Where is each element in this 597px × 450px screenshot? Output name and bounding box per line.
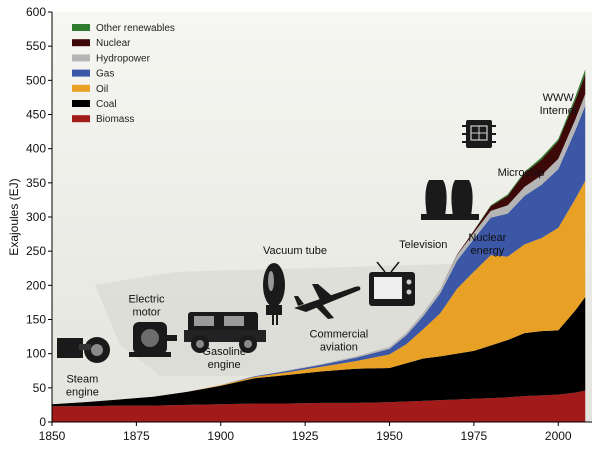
- legend-label-hydropower: Hydropower: [96, 53, 151, 64]
- x-tick-label: 1975: [461, 429, 488, 443]
- legend-swatch-other-renewables: [72, 24, 90, 31]
- icons-layer: [57, 120, 496, 363]
- stacked-areas: [52, 69, 586, 422]
- area-biomass: [52, 390, 586, 422]
- area-gas: [52, 105, 586, 405]
- legend: Other renewables Nuclear Hydropower Gas Oil C…: [72, 23, 175, 125]
- legend-swatch-biomass: [72, 115, 90, 123]
- annotation-television: Television: [399, 239, 447, 251]
- annotation-microchip: Microchip: [498, 167, 545, 179]
- area-coal: [52, 296, 586, 407]
- axes: 0 50 100 150 200 250 300 350 400 450 500 550 600 1850…: [26, 5, 592, 443]
- airplane-icon: [294, 284, 361, 319]
- y-tick-label: 300: [26, 210, 46, 224]
- y-tick-label: 100: [26, 347, 46, 361]
- microchip-icon: [462, 120, 496, 148]
- y-tick-label: 550: [26, 39, 46, 53]
- x-tick-label: 1950: [376, 429, 403, 443]
- steam-engine-icon: [57, 337, 110, 363]
- annotation-vacuum-tube: Vacuum tube: [263, 245, 327, 257]
- legend-label-oil: Oil: [96, 84, 108, 95]
- television-icon: [369, 261, 415, 306]
- legend-swatch-oil: [72, 84, 90, 92]
- annotation-steam-engine: Steam engine: [66, 373, 99, 398]
- vacuum-tube-icon: [263, 263, 285, 325]
- y-tick-label: 450: [26, 108, 46, 122]
- x-tick-label: 1925: [292, 429, 319, 443]
- y-tick-label: 50: [33, 381, 47, 395]
- annotation-nuclear-energy: Nuclear energy: [468, 232, 506, 257]
- y-tick-label: 500: [26, 73, 46, 87]
- nuclear-plant-icon: [421, 180, 479, 220]
- x-tick-label: 1850: [39, 429, 66, 443]
- y-tick-label: 0: [39, 415, 46, 429]
- electric-motor-icon: [129, 322, 177, 357]
- y-tick-label: 150: [26, 313, 46, 327]
- y-tick-label: 200: [26, 278, 46, 292]
- y-tick-label: 600: [26, 5, 46, 19]
- annotation-commercial-aviation: Commercial aviation: [310, 328, 369, 353]
- legend-swatch-gas: [72, 69, 90, 77]
- annotation-electric-motor: Electric motor: [128, 293, 165, 318]
- x-tick-label: 1875: [123, 429, 150, 443]
- legend-label-coal: Coal: [96, 99, 117, 110]
- gasoline-engine-icon: [184, 312, 266, 353]
- legend-swatch-nuclear: [72, 39, 90, 47]
- legend-label-other-renewables: Other renewables: [96, 23, 175, 34]
- x-tick-label: 1900: [207, 429, 234, 443]
- legend-label-gas: Gas: [96, 69, 114, 80]
- y-tick-label: 250: [26, 244, 46, 258]
- annotation-gasoline-engine: Gasoline engine: [202, 346, 245, 371]
- area-oil: [52, 180, 586, 405]
- annotations: Steam engine Electric motor Gasoline engine Va…: [66, 92, 577, 399]
- y-axis-label: Exajoules (EJ): [7, 178, 21, 255]
- annotation-www-internet: WWW Internet: [540, 92, 577, 117]
- y-tick-label: 350: [26, 176, 46, 190]
- legend-label-nuclear: Nuclear: [96, 38, 131, 49]
- legend-label-biomass: Biomass: [96, 114, 134, 125]
- y-tick-label: 400: [26, 142, 46, 156]
- x-tick-label: 2000: [545, 429, 572, 443]
- legend-swatch-hydropower: [72, 54, 90, 62]
- legend-swatch-coal: [72, 100, 90, 107]
